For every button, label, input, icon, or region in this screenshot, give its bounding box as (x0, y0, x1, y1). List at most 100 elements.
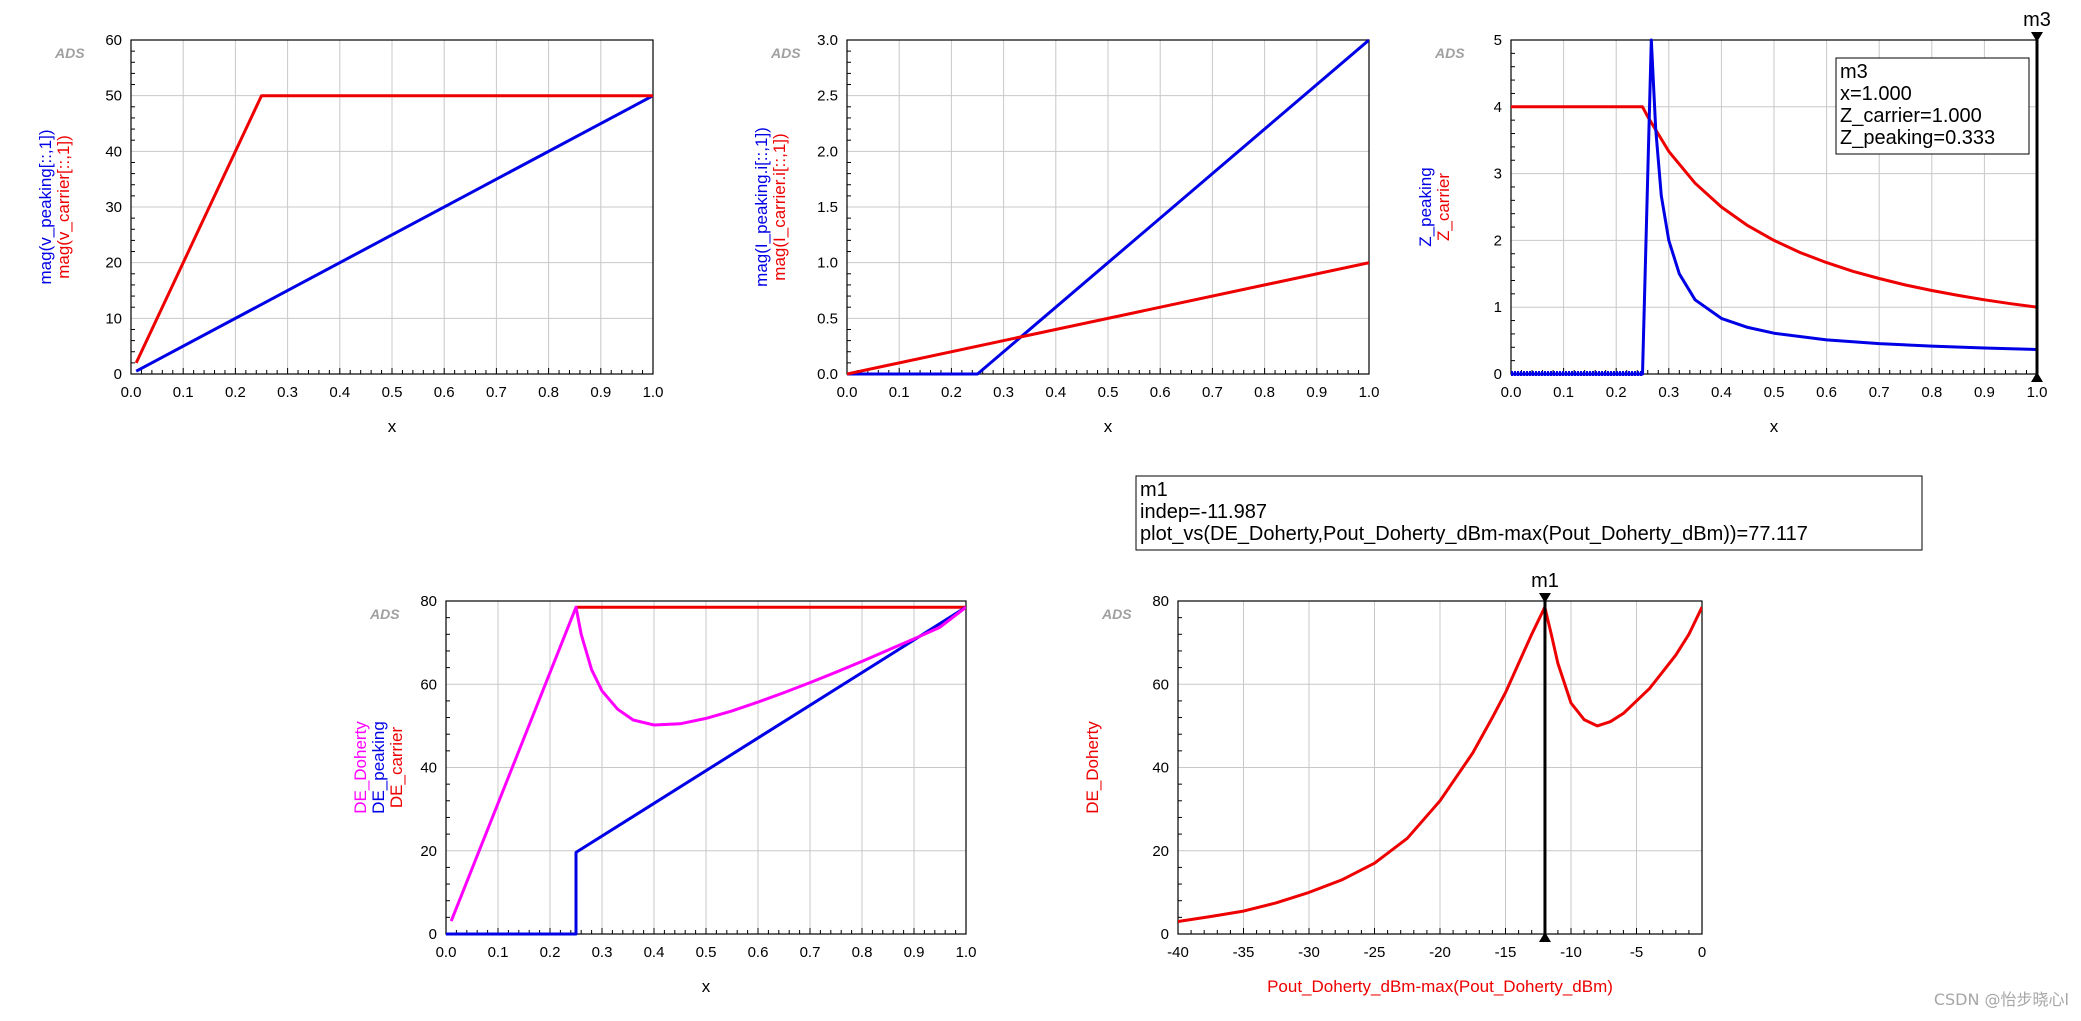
x-tick-label: 0.8 (1254, 384, 1275, 401)
ads-label: ADS (369, 606, 400, 622)
x-tick-label: 0.3 (277, 384, 298, 401)
x-tick-label: -25 (1364, 944, 1386, 961)
x-tick-label: -20 (1429, 944, 1451, 961)
y-tick-label: 0 (114, 366, 122, 383)
x-tick-label: 0.6 (1150, 384, 1171, 401)
x-tick-label: 0.4 (1711, 384, 1732, 401)
x-tick-label: 0.9 (1974, 384, 1995, 401)
x-tick-label: 0.2 (225, 384, 246, 401)
y-tick-label: 20 (105, 255, 122, 272)
y-tick-label: 5 (1494, 32, 1502, 49)
x-tick-label: -10 (1560, 944, 1582, 961)
x-tick-label: 0.8 (538, 384, 559, 401)
x-axis-label: x (1104, 417, 1113, 436)
y-tick-label: 80 (1152, 593, 1169, 610)
x-tick-label: -5 (1630, 944, 1643, 961)
x-tick-label: 0.5 (696, 944, 717, 961)
x-tick-label: -30 (1298, 944, 1320, 961)
y-tick-label: 60 (105, 32, 122, 49)
x-tick-label: 0.8 (852, 944, 873, 961)
x-tick-label: 0.6 (434, 384, 455, 401)
x-tick-label: 0.1 (889, 384, 910, 401)
x-tick-label: 0.7 (800, 944, 821, 961)
y-axis-label: mag(I_peaking.i[::,1]) (752, 127, 771, 287)
x-tick-label: 0 (1698, 944, 1706, 961)
y-tick-label: 0.5 (817, 310, 838, 327)
y-tick-label: 30 (105, 199, 122, 216)
x-tick-label: 0.4 (329, 384, 350, 401)
y-tick-label: 60 (1152, 676, 1169, 693)
y-tick-label: 40 (105, 143, 122, 160)
marker-name-label: m1 (1531, 570, 1559, 592)
y-tick-label: 0.0 (817, 366, 838, 383)
y-tick-label: 10 (105, 310, 122, 327)
y-tick-label: 1.0 (817, 255, 838, 272)
ads-label: ADS (1101, 606, 1132, 622)
plot-frame (1177, 600, 1703, 935)
y-tick-label: 3.0 (817, 32, 838, 49)
y-axis-label: Z_peaking (1416, 167, 1435, 246)
x-axis-label: Pout_Doherty_dBm-max(Pout_Doherty_dBm) (1267, 977, 1613, 996)
x-tick-label: 0.5 (1764, 384, 1785, 401)
ads-label: ADS (1434, 45, 1465, 61)
watermark: CSDN @怡步晓心l (1933, 990, 2069, 1009)
x-tick-label: 0.7 (1869, 384, 1890, 401)
x-axis-label: x (388, 417, 397, 436)
series-line-1 (1178, 605, 1702, 923)
series-line-2 (134, 94, 653, 364)
y-axis-label: DE_carrier (387, 727, 406, 809)
y-tick-label: 2.5 (817, 88, 838, 105)
x-tick-label: 0.0 (121, 384, 142, 401)
y-axis-label: mag(v_peaking[::,1]) (36, 130, 55, 285)
x-tick-label: 0.3 (1658, 384, 1679, 401)
chart-3: ADS 0.0 0.1 0.2 0.3 0.4 0.5 0.6 0.7 0.8 0.9 1.0 0 1 2 3… (1416, 9, 2051, 436)
x-tick-label: 0.4 (644, 944, 665, 961)
series-line-3 (449, 605, 966, 922)
x-tick-label: 1.0 (956, 944, 977, 961)
x-tick-label: 0.8 (1921, 384, 1942, 401)
marker-readout-line: m1 (1140, 479, 1168, 501)
x-tick-label: 0.9 (1306, 384, 1327, 401)
plot-frame (846, 39, 1370, 375)
marker-readout-box (1135, 475, 1923, 551)
series-line-2 (446, 605, 966, 936)
x-tick-label: 0.0 (1501, 384, 1522, 401)
plot-frame (445, 600, 967, 935)
series-line-1 (847, 38, 1369, 376)
series-line-1 (135, 94, 653, 373)
x-tick-label: 0.3 (592, 944, 613, 961)
x-tick-label: 0.6 (748, 944, 769, 961)
chart-2: ADS 0.0 0.1 0.2 0.3 0.4 0.5 0.6 0.7 0.8 0.9 1.0 0.0 0… (752, 32, 1379, 436)
marker-name-label: m3 (2023, 9, 2051, 31)
x-tick-label: 0.1 (488, 944, 509, 961)
y-axis-label: DE_Doherty (1083, 721, 1102, 814)
y-tick-label: 0 (1161, 926, 1169, 943)
x-axis-label: x (1770, 417, 1779, 436)
marker-bottom-arrow (2031, 372, 2043, 382)
y-axis-label: DE_Doherty (351, 721, 370, 814)
marker-top-arrow (2031, 32, 2043, 42)
y-axis-label: Z_carrier (1434, 173, 1453, 241)
marker-readout-line: Z_peaking=0.333 (1840, 127, 1995, 149)
x-tick-label: 1.0 (2027, 384, 2048, 401)
y-tick-label: 20 (1152, 843, 1169, 860)
series-line-1 (1511, 105, 2037, 309)
chart-4: ADS 0.0 0.1 0.2 0.3 0.4 0.5 0.6 0.7 0.8 0.9 1.0 0 20 4… (351, 593, 976, 996)
y-tick-label: 1.5 (817, 199, 838, 216)
ads-label: ADS (770, 45, 801, 61)
marker-top-arrow (1538, 593, 1551, 603)
y-tick-label: 2 (1494, 232, 1502, 249)
x-tick-label: 0.4 (1045, 384, 1066, 401)
x-tick-label: 0.3 (993, 384, 1014, 401)
x-tick-label: 0.7 (486, 384, 507, 401)
x-axis-label: x (702, 977, 711, 996)
x-tick-label: 0.0 (837, 384, 858, 401)
x-tick-label: -40 (1167, 944, 1189, 961)
x-tick-label: 0.7 (1202, 384, 1223, 401)
x-tick-label: 0.2 (1606, 384, 1627, 401)
marker-readout-line: plot_vs(DE_Doherty,Pout_Doherty_dBm-max(… (1140, 523, 1808, 545)
marker-readout-line: m3 (1840, 61, 1868, 83)
y-axis-label: mag(I_carrier.i[::,1]) (770, 133, 789, 280)
